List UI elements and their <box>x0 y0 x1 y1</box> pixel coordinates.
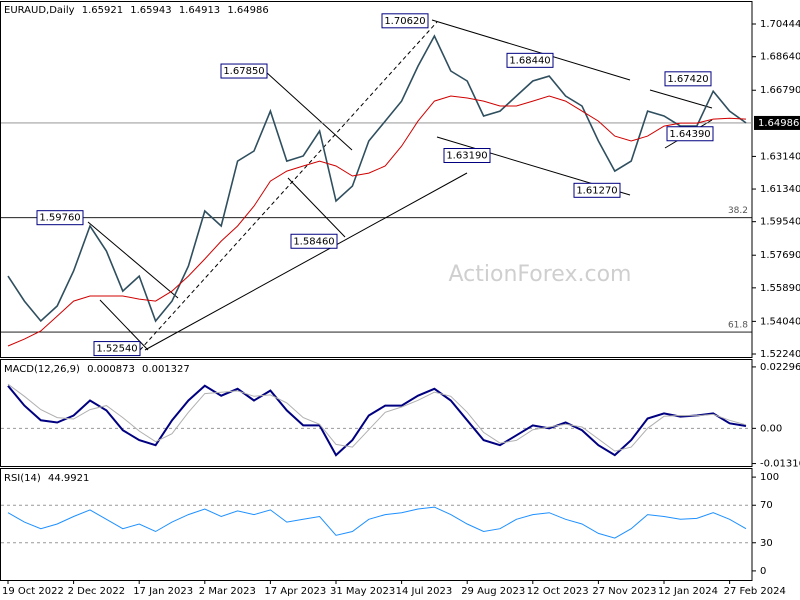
y-tick-label: 30 <box>760 538 773 549</box>
y-tick-label: 1.70444 <box>760 19 800 30</box>
low: 1.64913 <box>179 5 220 16</box>
trend-line <box>87 221 179 299</box>
x-tick-label: 27 Nov 2023 <box>592 586 656 597</box>
macd-title: MACD(12,26,9) <box>4 364 80 375</box>
trend-line <box>431 19 631 81</box>
annotation-label: 1.68440 <box>509 55 550 66</box>
trend-line <box>265 71 353 151</box>
symbol: EURAUD,Daily <box>4 5 75 16</box>
rsi-value: 44.9921 <box>48 473 89 484</box>
level-label: 61.8 <box>728 321 748 331</box>
y-tick-label: 1.66790 <box>760 85 800 96</box>
x-tick-label: 2 Dec 2022 <box>68 586 126 597</box>
x-tick-label: 19 Oct 2022 <box>2 586 64 597</box>
y-tick-label: 0.022968 <box>760 362 800 373</box>
y-tick-label: 1.59540 <box>760 217 800 228</box>
panel-border <box>0 468 753 581</box>
y-tick-label: 1.68640 <box>760 52 800 63</box>
y-tick-label: 1.52240 <box>760 349 800 360</box>
y-tick-label: 1.63140 <box>760 151 800 162</box>
high: 1.65943 <box>130 5 171 16</box>
level-label: 38.2 <box>728 206 748 216</box>
x-tick-label: 12 Jan 2024 <box>658 586 718 597</box>
close: 1.64986 <box>227 5 268 16</box>
annotation-box <box>573 182 621 198</box>
macd-header: MACD(12,26,9) 0.000873 0.001327 <box>4 364 190 375</box>
annotation-label: 1.63190 <box>446 151 487 162</box>
annotation-label: 1.70620 <box>384 16 425 27</box>
annotation-label: 1.64390 <box>669 129 710 140</box>
annotation-label: 1.67420 <box>667 74 708 85</box>
annotation-label: 1.58460 <box>293 236 334 247</box>
y-tick-label: 1.55890 <box>760 283 800 294</box>
x-tick-label: 31 May 2023 <box>330 586 395 597</box>
annotation-box <box>93 341 141 357</box>
y-tick-label: 0.00 <box>760 423 782 434</box>
y-tick-label: 1.61340 <box>760 184 800 195</box>
trend-line <box>287 177 346 238</box>
series-line <box>7 95 747 347</box>
series-line <box>7 506 747 539</box>
x-tick-label: 14 Jul 2023 <box>396 586 453 597</box>
series-line <box>7 383 747 452</box>
trend-line <box>139 21 438 351</box>
annotation-box <box>220 63 268 79</box>
annotation-box <box>290 233 338 249</box>
x-tick-label: 2 Mar 2023 <box>199 586 256 597</box>
trend-line <box>649 89 713 109</box>
x-tick-label: 29 Aug 2023 <box>461 586 525 597</box>
y-tick-label: -0.013167 <box>760 459 800 470</box>
rsi-header: RSI(14) 44.9921 <box>4 473 89 484</box>
panel-border <box>0 359 753 467</box>
y-tick-label: 1.57690 <box>760 250 800 261</box>
current-price-box <box>754 115 800 130</box>
y-tick-label: 100 <box>760 472 779 483</box>
annotation-box <box>443 148 491 164</box>
panel-border <box>0 1 753 358</box>
annotation-label: 1.59760 <box>39 213 80 224</box>
rsi-title: RSI(14) <box>4 473 41 484</box>
signal-value: 0.001327 <box>142 364 190 375</box>
annotation-box <box>36 210 84 226</box>
annotation-box <box>381 13 429 29</box>
annotation-label: 1.52540 <box>96 344 137 355</box>
macd-value: 0.000873 <box>87 364 135 375</box>
price-header: EURAUD,Daily 1.65921 1.65943 1.64913 1.6… <box>4 5 269 16</box>
y-tick-label: 70 <box>760 500 773 511</box>
watermark: ActionForex.com <box>449 262 632 287</box>
x-tick-label: 17 Apr 2023 <box>264 586 326 597</box>
series-line <box>7 34 747 323</box>
x-tick-label: 17 Jan 2023 <box>133 586 193 597</box>
open: 1.65921 <box>82 5 123 16</box>
y-tick-label: 1.54040 <box>760 316 800 327</box>
annotation-label: 1.61270 <box>576 185 617 196</box>
x-tick-label: 12 Oct 2023 <box>527 586 589 597</box>
x-tick-label: 27 Feb 2024 <box>724 586 786 597</box>
annotation-box <box>664 71 712 87</box>
annotation-box <box>506 52 554 68</box>
series-line <box>7 384 747 457</box>
y-tick-label: 0 <box>760 566 766 577</box>
current-price-label: 1.64986 <box>758 118 799 129</box>
annotation-label: 1.67850 <box>223 66 264 77</box>
annotation-box <box>666 126 714 142</box>
trend-line <box>144 172 468 351</box>
